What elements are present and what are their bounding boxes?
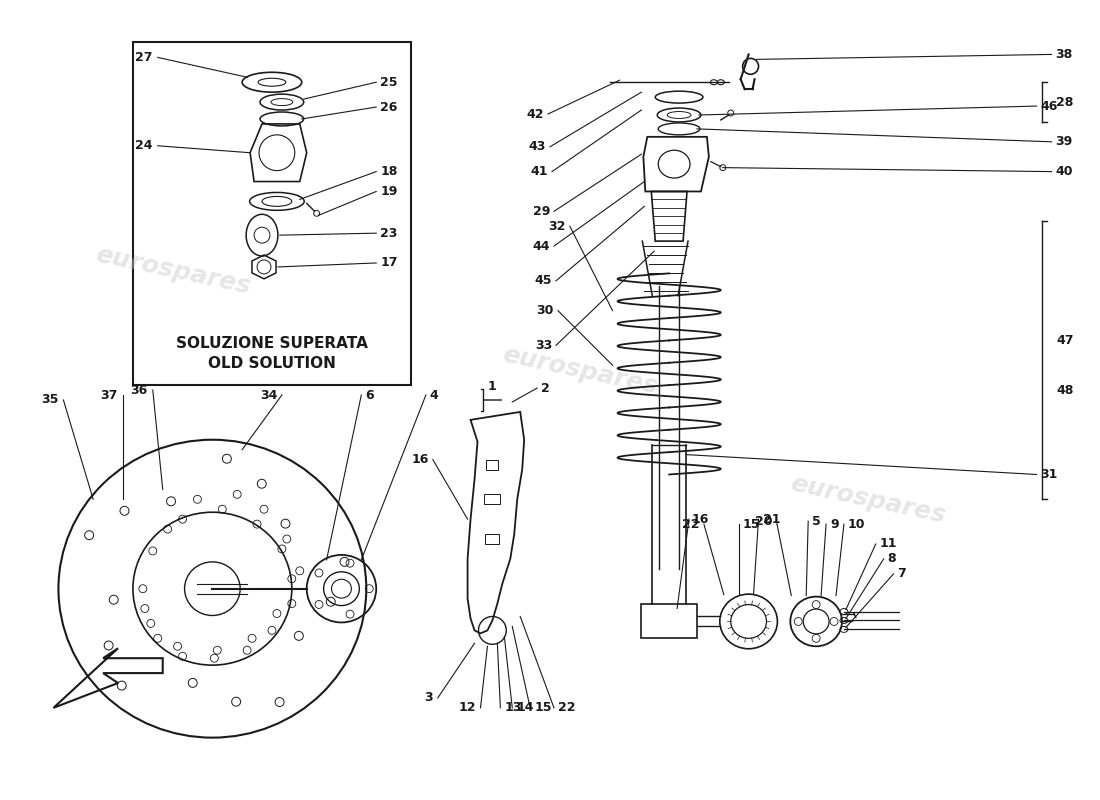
Text: 21: 21	[762, 513, 780, 526]
Text: 23: 23	[381, 226, 397, 240]
Text: 38: 38	[1056, 48, 1072, 61]
Text: 25: 25	[381, 76, 398, 89]
Bar	[133, 42, 411, 385]
Bar	[484, 494, 500, 504]
Text: 22: 22	[558, 702, 575, 714]
Text: 9: 9	[830, 518, 838, 530]
Text: 5: 5	[812, 514, 821, 528]
Text: 43: 43	[529, 140, 546, 154]
Text: 1: 1	[488, 379, 497, 393]
Text: eurospares: eurospares	[92, 242, 253, 299]
Text: eurospares: eurospares	[500, 342, 660, 398]
Text: 44: 44	[532, 239, 550, 253]
Text: 24: 24	[135, 139, 153, 152]
Text: 31: 31	[1041, 468, 1058, 481]
Text: 13: 13	[504, 702, 521, 714]
Text: 18: 18	[381, 165, 397, 178]
Text: 33: 33	[535, 339, 552, 352]
Text: 26: 26	[381, 101, 397, 114]
Bar	[485, 534, 499, 544]
Text: 42: 42	[527, 107, 544, 121]
Text: SOLUZIONE SUPERATA: SOLUZIONE SUPERATA	[176, 336, 367, 351]
Text: 34: 34	[261, 389, 278, 402]
Text: 35: 35	[41, 394, 58, 406]
Text: OLD SOLUTION: OLD SOLUTION	[208, 356, 336, 370]
Text: 12: 12	[459, 702, 476, 714]
Text: 22: 22	[682, 518, 700, 530]
Text: 28: 28	[1056, 95, 1074, 109]
Text: 15: 15	[535, 702, 551, 714]
Text: 4: 4	[430, 389, 439, 402]
Text: 37: 37	[100, 389, 118, 402]
Text: 27: 27	[135, 51, 153, 64]
Text: 15: 15	[742, 518, 760, 530]
Text: 16: 16	[411, 453, 429, 466]
Text: 11: 11	[880, 538, 898, 550]
Text: 41: 41	[530, 165, 548, 178]
Text: 30: 30	[537, 304, 554, 317]
Text: 14: 14	[516, 702, 534, 714]
Text: 6: 6	[365, 389, 374, 402]
Bar	[486, 459, 498, 470]
Text: 8: 8	[888, 552, 896, 566]
Bar	[641, 603, 697, 638]
Text: 3: 3	[425, 691, 432, 705]
Text: 45: 45	[535, 274, 552, 287]
Text: 32: 32	[549, 220, 565, 233]
Text: 2: 2	[541, 382, 550, 394]
Text: 36: 36	[131, 383, 147, 397]
Text: 10: 10	[848, 518, 866, 530]
Text: 48: 48	[1056, 383, 1074, 397]
Text: 29: 29	[532, 205, 550, 218]
Text: 17: 17	[381, 257, 398, 270]
Text: 19: 19	[381, 185, 397, 198]
Text: 46: 46	[1041, 99, 1058, 113]
Text: eurospares: eurospares	[788, 471, 947, 527]
Text: 40: 40	[1056, 165, 1072, 178]
Text: 39: 39	[1056, 135, 1072, 148]
Text: 47: 47	[1056, 334, 1074, 347]
Text: 20: 20	[755, 514, 772, 528]
Text: 7: 7	[898, 567, 906, 580]
Text: 16: 16	[692, 513, 710, 526]
